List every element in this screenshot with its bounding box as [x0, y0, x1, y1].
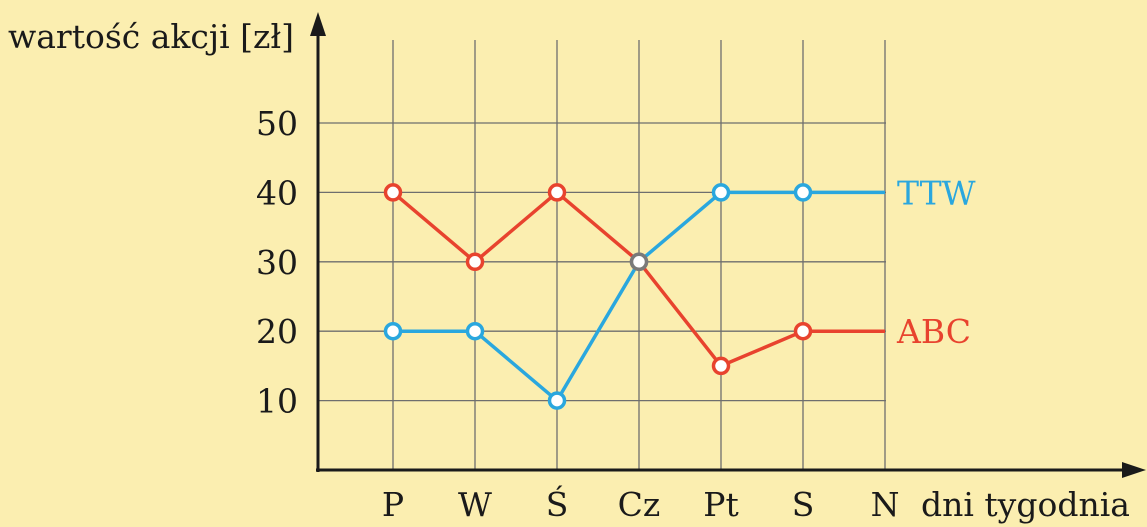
y-tick-label: 50 — [256, 104, 298, 143]
series-label-abc: ABC — [896, 312, 971, 351]
x-tick-label: P — [382, 485, 404, 524]
y-tick-label: 40 — [256, 173, 298, 212]
y-axis-label: wartość akcji [zł] — [8, 17, 294, 56]
data-point-abc — [711, 356, 731, 376]
axes — [310, 12, 1146, 478]
data-point-ttw — [465, 321, 485, 341]
data-point-ttw — [383, 321, 403, 341]
tick-labels: 10 20 30 40 50 P W Ś Cz Pt S N — [256, 104, 899, 524]
y-tick-label: 30 — [256, 243, 298, 282]
series: TTW ABC — [383, 173, 976, 410]
data-point-abc — [547, 183, 567, 202]
x-tick-label: Pt — [703, 485, 738, 524]
series-label-ttw: TTW — [897, 173, 976, 212]
x-tick-label: Ś — [546, 484, 569, 524]
data-point-abc — [465, 252, 485, 272]
data-point-ttw — [711, 183, 731, 202]
x-axis-arrow-icon — [1122, 462, 1146, 478]
grid — [318, 40, 886, 470]
y-tick-label: 20 — [256, 312, 298, 351]
data-point-abc — [383, 183, 403, 202]
y-tick-label: 10 — [256, 382, 298, 421]
data-point-abc — [629, 252, 649, 272]
x-tick-label: S — [792, 485, 815, 524]
data-point-abc — [793, 321, 813, 341]
x-tick-label: W — [458, 485, 492, 524]
y-axis-arrow-icon — [310, 12, 326, 36]
data-point-ttw — [793, 183, 813, 202]
x-tick-label: Cz — [618, 485, 661, 524]
x-axis-label: dni tygodnia — [921, 485, 1130, 524]
x-tick-label: N — [871, 485, 900, 524]
data-point-ttw — [547, 391, 567, 410]
